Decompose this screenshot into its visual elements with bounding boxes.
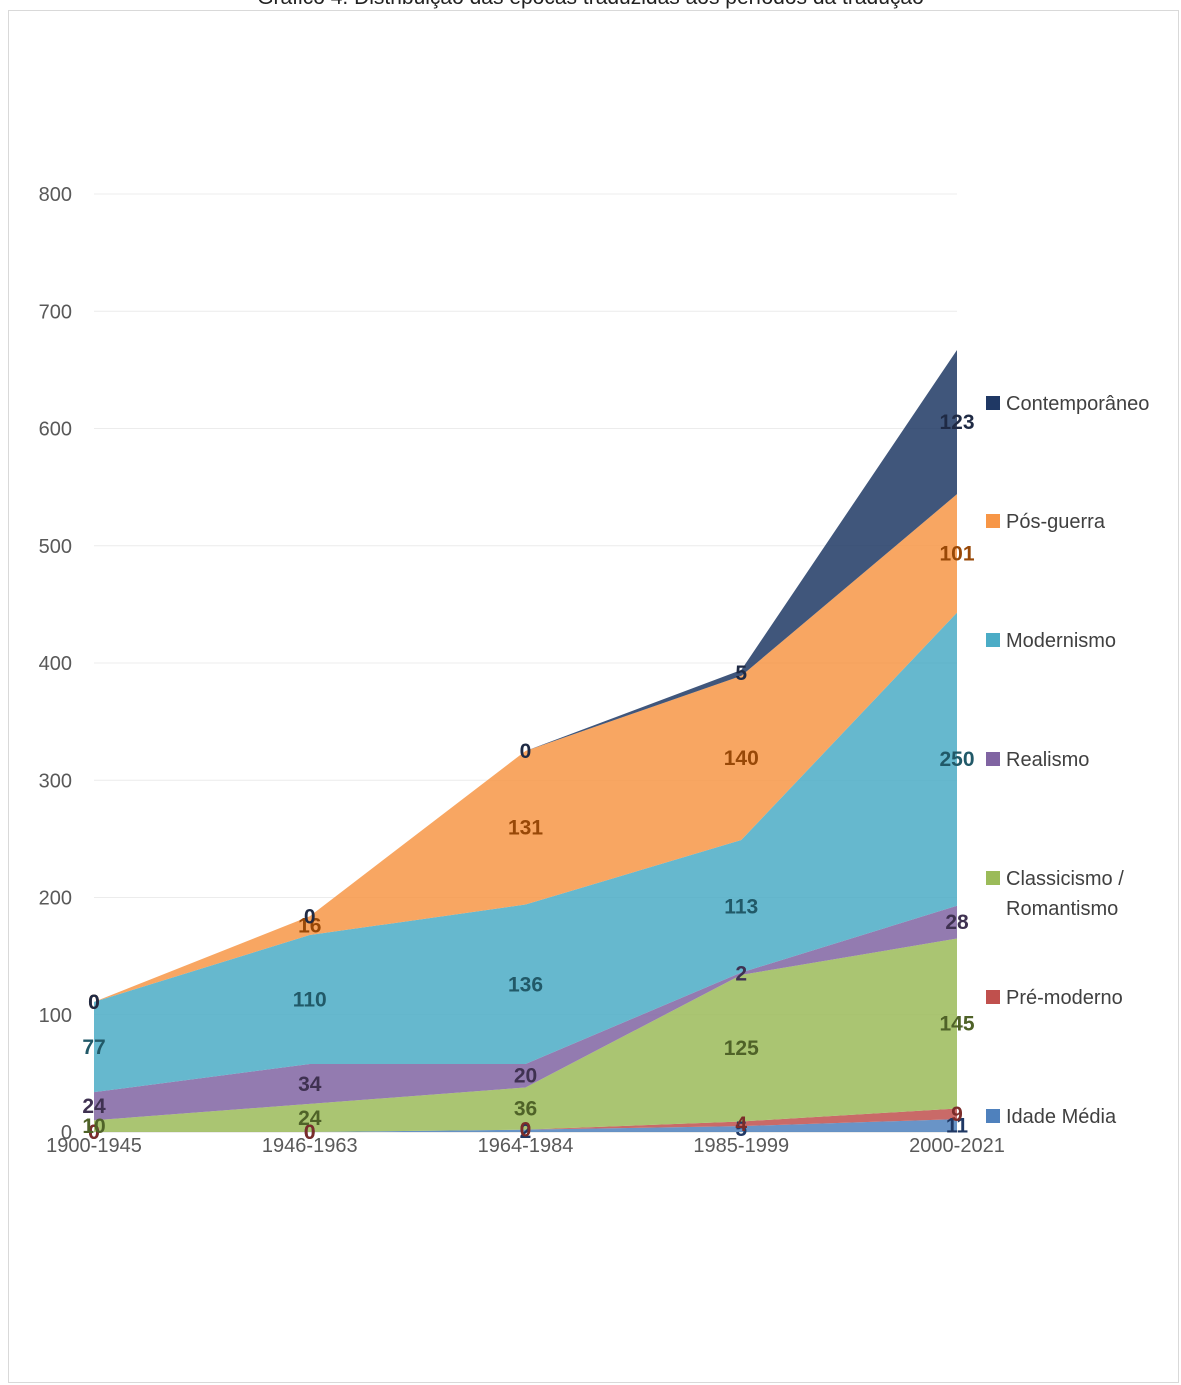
data-label: 28 <box>945 911 969 934</box>
y-tick-label: 700 <box>39 301 72 323</box>
area-modernismo <box>94 612 957 1093</box>
chart-title: Gráfico 4. Distribuição das épocas tradu… <box>0 0 1181 10</box>
data-label: 4 <box>735 1113 747 1136</box>
data-label: 10 <box>82 1115 105 1138</box>
y-tick-label: 400 <box>39 653 72 675</box>
data-label: 24 <box>82 1095 106 1118</box>
y-tick-label: 800 <box>39 184 72 206</box>
data-label: 5 <box>735 662 747 685</box>
y-tick-label: 300 <box>39 770 72 792</box>
legend-swatch <box>986 871 1000 885</box>
legend-swatch <box>986 633 1000 647</box>
data-label: 34 <box>298 1073 322 1096</box>
data-label: 5 <box>735 1118 747 1141</box>
area-classicismo-romantismo <box>94 938 957 1132</box>
data-label: 24 <box>298 1107 322 1130</box>
data-label: 0 <box>520 1119 532 1142</box>
data-label: 250 <box>939 748 974 771</box>
x-tick-label: 1985-1999 <box>693 1135 789 1157</box>
data-label: 101 <box>939 542 974 565</box>
legend-swatch <box>986 1109 1000 1123</box>
legend-label: Pré-moderno <box>1006 987 1123 1009</box>
legend-label: Contemporâneo <box>1006 393 1149 415</box>
data-label: 140 <box>724 747 759 770</box>
y-tick-label: 0 <box>61 1122 72 1144</box>
data-label: 16 <box>298 915 321 938</box>
data-label: 36 <box>514 1098 537 1121</box>
legend-swatch <box>986 396 1000 410</box>
data-label: 0 <box>304 905 316 928</box>
data-label: 0 <box>88 1121 100 1144</box>
y-tick-label: 600 <box>39 419 72 441</box>
legend-label: Pós-guerra <box>1006 511 1106 533</box>
x-tick-label: 1900-1945 <box>46 1135 142 1157</box>
area-pos-guerra <box>94 494 957 1002</box>
legend-label: Modernismo <box>1006 630 1116 652</box>
data-label: 0 <box>520 740 532 763</box>
data-label: 110 <box>293 989 327 1012</box>
data-label: 145 <box>939 1013 974 1036</box>
data-label: 125 <box>724 1037 759 1060</box>
data-label: 9 <box>951 1103 963 1126</box>
y-tick-label: 200 <box>39 888 72 910</box>
area-realismo <box>94 905 957 1121</box>
data-label: 136 <box>508 973 543 996</box>
chart-frame <box>8 10 1179 1383</box>
legend-swatch <box>986 752 1000 766</box>
data-label: 20 <box>514 1065 537 1088</box>
area-idade-media <box>94 1119 957 1132</box>
data-label: 2 <box>735 963 747 986</box>
x-tick-label: 1964-1984 <box>478 1135 574 1157</box>
legend-label: Classicismo / Romantismo <box>1006 868 1124 920</box>
x-tick-label: 2000-2021 <box>909 1135 1005 1157</box>
data-label: 0 <box>304 1121 316 1144</box>
data-label: 0 <box>88 991 100 1014</box>
legend-swatch <box>986 990 1000 1004</box>
data-label: 0 <box>304 1121 316 1144</box>
data-label: 77 <box>82 1036 105 1059</box>
x-tick-label: 1946-1963 <box>262 1135 358 1157</box>
data-label: 113 <box>724 895 758 918</box>
data-label: 11 <box>946 1115 969 1138</box>
data-label: 123 <box>939 411 974 434</box>
area-pre-moderno <box>94 1108 957 1132</box>
data-label: 131 <box>508 817 543 840</box>
data-label: 0 <box>88 991 100 1014</box>
y-tick-label: 100 <box>39 1005 72 1027</box>
legend-swatch <box>986 514 1000 528</box>
legend-label: Idade Média <box>1006 1106 1117 1128</box>
y-tick-label: 500 <box>39 536 72 558</box>
data-label: 2 <box>520 1120 532 1143</box>
data-label: 0 <box>88 1121 100 1144</box>
legend-label: Realismo <box>1006 749 1089 771</box>
